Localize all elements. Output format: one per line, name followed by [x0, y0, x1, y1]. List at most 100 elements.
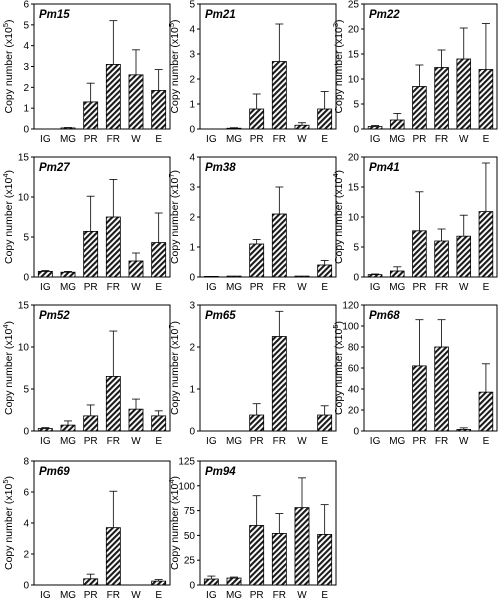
x-tick-label: FR: [107, 282, 120, 293]
chart-title: Pm68: [369, 310, 400, 322]
bar-e: [317, 264, 333, 278]
y-tick-label: 4: [23, 519, 29, 530]
y-axis-label-close: ): [3, 19, 15, 23]
x-tick-label: MG: [60, 134, 76, 145]
y-axis-label: Copy number (x105): [1, 19, 15, 113]
x-tick-label: FR: [273, 590, 286, 600]
y-tick-label: 3: [189, 183, 195, 194]
chart-panel-pm65: 0 1 2 3 Copy number (x107) Pm65 IG MG PR FR W E: [167, 301, 337, 447]
plot-frame: [33, 460, 171, 586]
x-tick-label: PR: [84, 590, 98, 600]
x-tick-label: FR: [107, 134, 120, 145]
bar-w: [456, 58, 472, 130]
x-tick-label: IG: [40, 590, 51, 600]
x-tick-label: IG: [40, 436, 51, 447]
bar-e: [317, 108, 333, 130]
plot-frame: [199, 156, 337, 278]
chart-panel-pm68: 0 20 40 60 80 100 120 Copy number (x105) Pm68 IG M…: [331, 301, 498, 447]
y-axis-label-exponent: 4: [167, 479, 176, 483]
y-tick-label: 3: [23, 62, 29, 73]
x-tick-label: MG: [226, 282, 242, 293]
y-tick-label: 1: [189, 100, 195, 111]
x-tick-label: FR: [107, 436, 120, 447]
bar-mg: [60, 127, 76, 130]
chart-title: Pm65: [205, 310, 236, 322]
y-axis-label: Copy number (x105): [167, 19, 181, 113]
x-tick-label: FR: [273, 134, 286, 145]
x-tick-label: PR: [250, 590, 264, 600]
bar-mg: [389, 270, 405, 278]
y-tick-label: 5: [189, 0, 195, 11]
bar-e: [478, 211, 494, 278]
y-tick-label: 100: [178, 481, 195, 492]
x-tick-label: PR: [84, 436, 98, 447]
y-tick-label: 25: [184, 556, 196, 567]
y-axis-label-close: ): [3, 476, 15, 480]
y-axis-label-close: ): [333, 321, 345, 325]
y-tick-label: 0: [353, 125, 359, 136]
x-tick-label: W: [297, 282, 307, 293]
x-tick-label: MG: [389, 436, 405, 447]
x-tick-label: IG: [370, 134, 381, 145]
chart-title: Pm27: [39, 162, 70, 174]
bar-fr: [105, 64, 121, 130]
bar-e: [478, 391, 494, 432]
bar-ig: [367, 126, 383, 130]
y-axis-label-close: ): [169, 170, 181, 174]
y-axis-label-exponent: 4: [1, 173, 10, 177]
y-tick-label: 0: [189, 273, 195, 284]
y-axis-label-close: ): [169, 321, 181, 325]
y-axis-label-text: Copy number (x10: [3, 27, 15, 114]
x-tick-label: FR: [435, 436, 448, 447]
bar-fr: [271, 336, 287, 432]
y-tick-label: 10: [348, 213, 360, 224]
bar-fr: [105, 216, 121, 278]
y-tick-label: 8: [23, 457, 29, 468]
y-axis-label-text: Copy number (x10: [169, 483, 181, 570]
y-axis-label-exponent: 7: [167, 173, 176, 177]
y-axis-label-text: Copy number (x10: [3, 483, 15, 570]
y-tick-label: 100: [342, 322, 359, 333]
bar-w: [294, 507, 310, 586]
y-tick-label: 125: [178, 457, 195, 468]
bar-pr: [249, 525, 265, 586]
x-tick-label: E: [321, 436, 328, 447]
bar-ig: [37, 270, 53, 278]
y-tick-label: 4: [189, 153, 195, 164]
plot-frame: [363, 3, 498, 130]
x-tick-label: PR: [412, 436, 426, 447]
x-tick-label: MG: [60, 590, 76, 600]
bar-w: [128, 408, 144, 432]
y-axis-label-exponent: 4: [1, 324, 10, 328]
y-tick-label: 10: [18, 193, 30, 204]
y-tick-label: 60: [348, 364, 360, 375]
x-tick-label: IG: [40, 134, 51, 145]
y-tick-label: 0: [189, 581, 195, 592]
bar-w: [128, 74, 144, 130]
y-tick-label: 75: [184, 506, 196, 517]
x-tick-label: MG: [226, 590, 242, 600]
bar-fr: [434, 67, 449, 130]
y-tick-label: 120: [342, 301, 359, 312]
x-tick-label: IG: [40, 282, 51, 293]
y-axis-label-text: Copy number (x10: [333, 27, 345, 114]
y-axis-label: Copy number (x103): [331, 19, 345, 113]
bar-ig: [367, 274, 383, 278]
x-tick-label: MG: [226, 436, 242, 447]
y-tick-label: 5: [23, 385, 29, 396]
chart-title: Pm21: [205, 9, 236, 21]
y-tick-label: 6: [23, 0, 29, 11]
y-tick-label: 2: [189, 213, 195, 224]
x-tick-label: FR: [273, 436, 286, 447]
bar-fr: [271, 61, 287, 130]
bar-ig: [37, 428, 53, 432]
bar-e: [151, 242, 167, 278]
y-tick-label: 10: [348, 75, 360, 86]
x-tick-label: IG: [206, 590, 217, 600]
bar-w: [294, 275, 310, 278]
plot-frame: [33, 304, 171, 432]
x-tick-label: E: [155, 590, 162, 600]
x-tick-label: IG: [206, 436, 217, 447]
